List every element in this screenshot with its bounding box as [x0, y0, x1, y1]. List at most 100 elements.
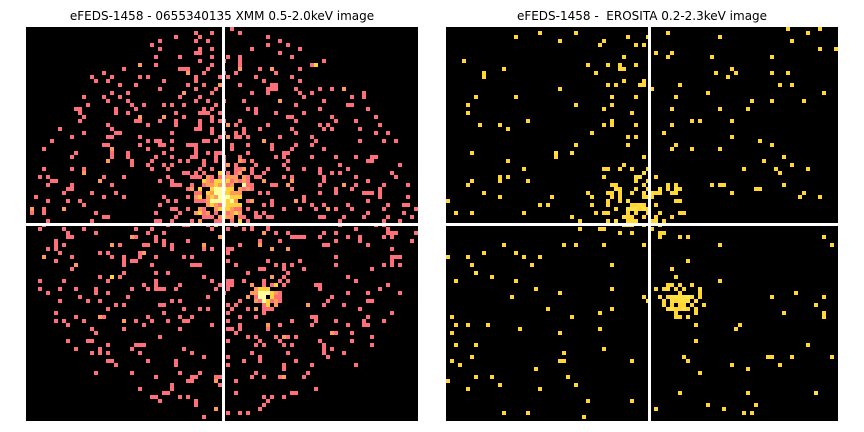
- count-pixel: [190, 187, 194, 191]
- count-pixel: [258, 191, 262, 195]
- count-pixel: [658, 211, 662, 215]
- count-pixel: [466, 323, 470, 327]
- count-pixel: [170, 207, 174, 211]
- count-pixel: [326, 243, 330, 247]
- count-pixel: [390, 263, 394, 267]
- count-pixel: [106, 143, 110, 147]
- count-pixel: [158, 203, 162, 207]
- count-pixel: [386, 283, 390, 287]
- count-pixel: [370, 191, 374, 195]
- count-pixel: [214, 159, 218, 163]
- count-pixel: [254, 75, 258, 79]
- count-pixel: [634, 187, 638, 191]
- count-pixel: [498, 175, 502, 179]
- count-pixel: [86, 103, 90, 107]
- count-pixel: [262, 203, 266, 207]
- count-pixel: [610, 119, 614, 123]
- count-pixel: [294, 235, 298, 239]
- count-pixel: [638, 83, 642, 87]
- count-pixel: [162, 103, 166, 107]
- count-pixel: [302, 111, 306, 115]
- count-pixel: [302, 199, 306, 203]
- count-pixel: [330, 115, 334, 119]
- count-pixel: [42, 207, 46, 211]
- count-pixel: [294, 199, 298, 203]
- count-pixel: [242, 175, 246, 179]
- count-pixel: [146, 231, 150, 235]
- count-pixel: [522, 255, 526, 259]
- count-pixel: [674, 315, 678, 319]
- count-pixel: [138, 115, 142, 119]
- count-pixel: [290, 175, 294, 179]
- count-pixel: [334, 331, 338, 335]
- count-pixel: [106, 79, 110, 83]
- count-pixel: [534, 367, 538, 371]
- count-pixel: [238, 167, 242, 171]
- count-pixel: [90, 219, 94, 223]
- count-pixel: [82, 131, 86, 135]
- count-pixel: [794, 291, 798, 295]
- count-pixel: [238, 179, 242, 183]
- count-pixel: [130, 347, 134, 351]
- count-pixel: [274, 71, 278, 75]
- count-pixel: [138, 143, 142, 147]
- count-pixel: [182, 67, 186, 71]
- count-pixel: [458, 363, 462, 367]
- count-pixel: [238, 211, 242, 215]
- count-pixel: [706, 403, 710, 407]
- count-pixel: [594, 71, 598, 75]
- count-pixel: [202, 159, 206, 163]
- count-pixel: [366, 291, 370, 295]
- count-pixel: [258, 299, 262, 303]
- count-pixel: [170, 139, 174, 143]
- count-pixel: [162, 115, 166, 119]
- count-pixel: [634, 211, 638, 215]
- count-pixel: [202, 247, 206, 251]
- count-pixel: [198, 219, 202, 223]
- count-pixel: [622, 67, 626, 71]
- count-pixel: [234, 179, 238, 183]
- count-pixel: [218, 135, 222, 139]
- count-pixel: [54, 319, 58, 323]
- count-pixel: [562, 351, 566, 355]
- count-pixel: [606, 63, 610, 67]
- count-pixel: [238, 323, 242, 327]
- count-pixel: [254, 299, 258, 303]
- count-pixel: [226, 215, 230, 219]
- count-pixel: [214, 191, 218, 195]
- count-pixel: [470, 263, 474, 267]
- count-pixel: [310, 323, 314, 327]
- count-pixel: [158, 119, 162, 123]
- count-pixel: [642, 79, 646, 83]
- count-pixel: [654, 203, 658, 207]
- count-pixel: [758, 139, 762, 143]
- count-pixel: [282, 151, 286, 155]
- count-pixel: [194, 79, 198, 83]
- count-pixel: [302, 235, 306, 239]
- count-pixel: [210, 47, 214, 51]
- count-pixel: [58, 127, 62, 131]
- count-pixel: [394, 255, 398, 259]
- count-pixel: [234, 191, 238, 195]
- count-pixel: [50, 179, 54, 183]
- count-pixel: [262, 375, 266, 379]
- count-pixel: [194, 263, 198, 267]
- count-pixel: [350, 339, 354, 343]
- count-pixel: [282, 163, 286, 167]
- count-pixel: [662, 299, 666, 303]
- count-pixel: [294, 87, 298, 91]
- count-pixel: [790, 355, 794, 359]
- count-pixel: [166, 199, 170, 203]
- count-pixel: [334, 231, 338, 235]
- count-pixel: [602, 211, 606, 215]
- count-pixel: [178, 159, 182, 163]
- count-pixel: [270, 87, 274, 91]
- count-pixel: [666, 283, 670, 287]
- count-pixel: [322, 147, 326, 151]
- count-pixel: [822, 235, 826, 239]
- count-pixel: [470, 151, 474, 155]
- count-pixel: [70, 155, 74, 159]
- count-pixel: [178, 327, 182, 331]
- count-pixel: [90, 327, 94, 331]
- count-pixel: [182, 103, 186, 107]
